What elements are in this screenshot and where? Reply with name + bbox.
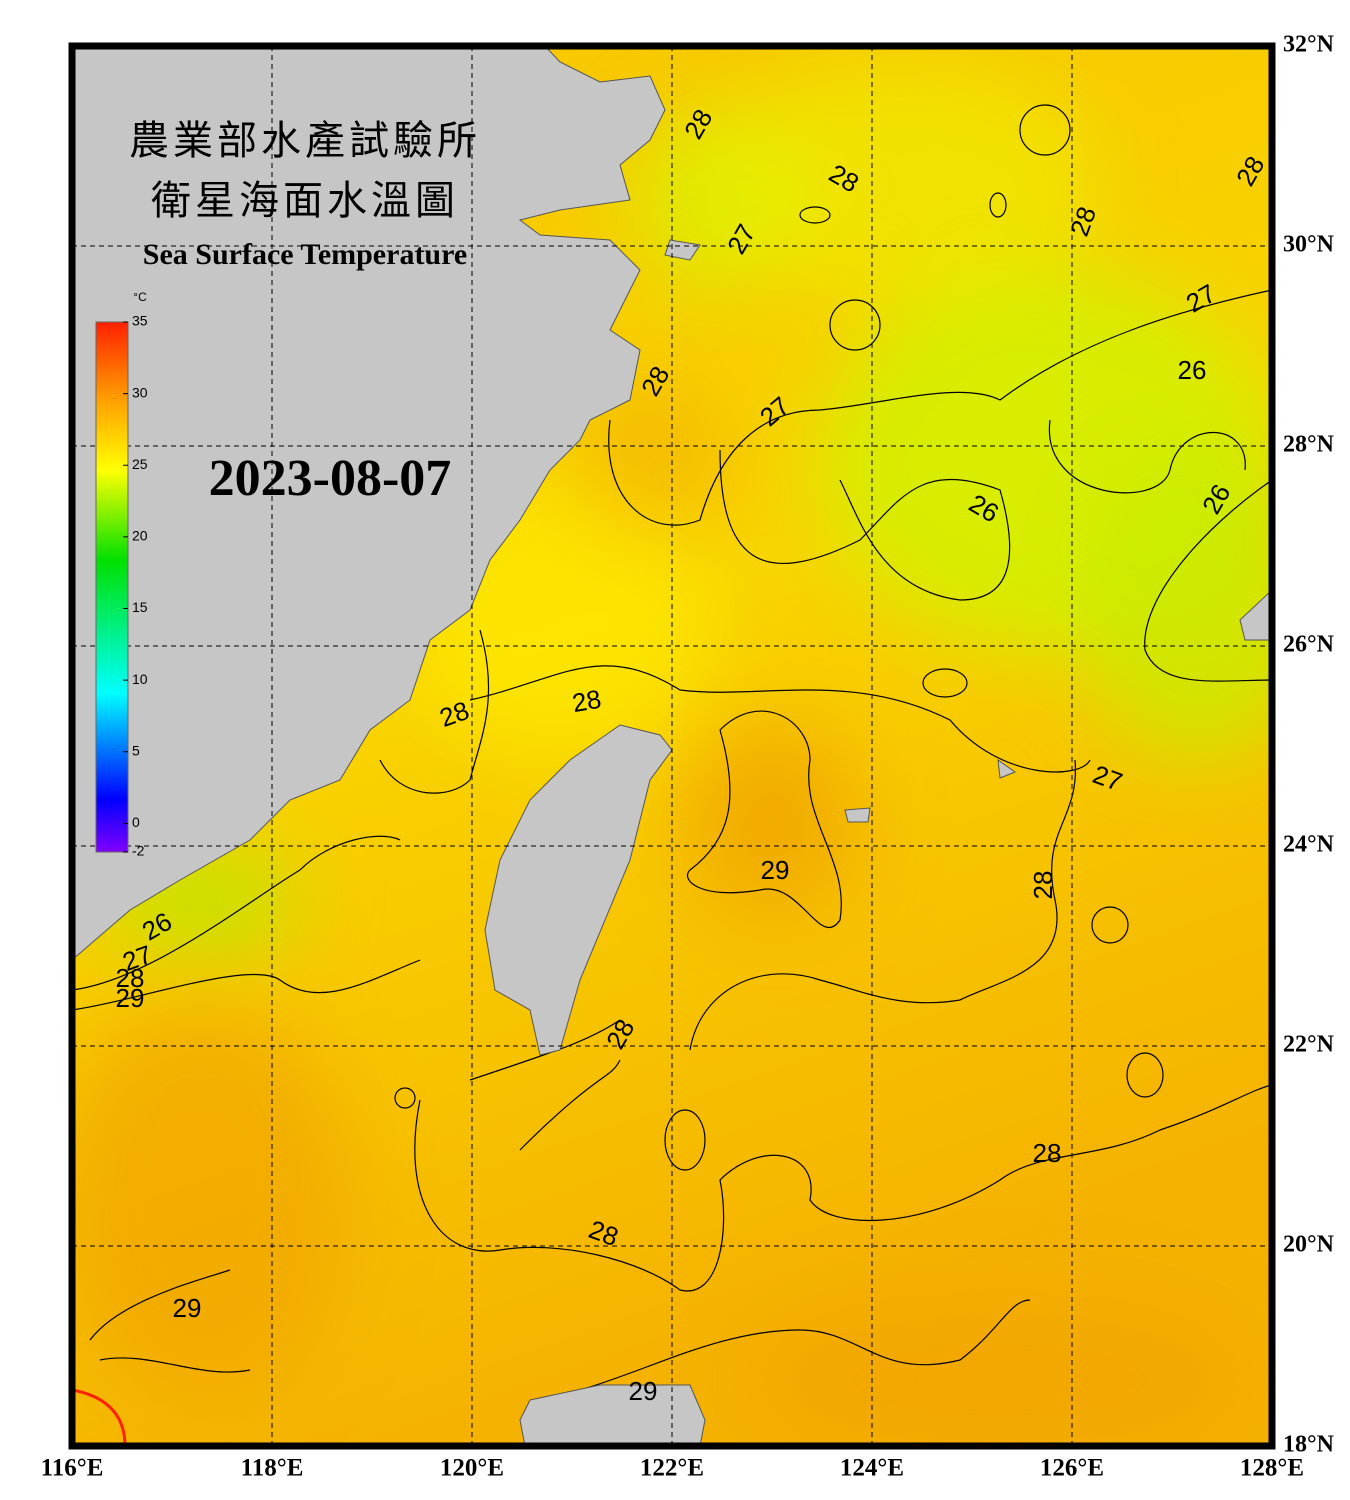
- lon-tick-label: 120°E: [440, 1455, 504, 1482]
- lat-tick-label: 26°N: [1283, 632, 1335, 658]
- colorbar-tick-label: 5: [132, 742, 140, 758]
- lon-tick-label: 122°E: [640, 1455, 704, 1482]
- colorbar-tick-label: 30: [132, 384, 148, 400]
- island: [844, 807, 871, 823]
- lat-tick-label: 28°N: [1283, 432, 1335, 458]
- map-area: [72, 46, 1272, 1446]
- lat-tick-label: 24°N: [1283, 832, 1335, 858]
- lat-tick-label: 32°N: [1283, 32, 1335, 58]
- island: [997, 758, 1017, 779]
- china-mainland: [72, 46, 666, 961]
- colorbar-unit: °C: [133, 290, 147, 304]
- contour-lines: [72, 104, 1272, 1391]
- luzon: [519, 1384, 706, 1446]
- lat-tick-label: 22°N: [1283, 1032, 1335, 1058]
- contour-label: 29: [761, 855, 790, 885]
- colorbar-tick-label: -2: [132, 843, 145, 859]
- contour-label: 28: [1028, 871, 1058, 900]
- colorbar-tick-label: 35: [132, 313, 148, 329]
- colorbar-tick-label: 15: [132, 599, 148, 615]
- title-line: 衛星海面水溫圖: [151, 178, 459, 223]
- contour-label: 28: [570, 684, 604, 719]
- contour-label: 29: [116, 983, 145, 1013]
- date: 2023-08-07: [209, 450, 452, 507]
- lon-tick-label: 124°E: [840, 1455, 904, 1482]
- contour-label: 28: [1033, 1138, 1062, 1168]
- lat-tick-label: 30°N: [1283, 232, 1335, 258]
- colorbar: [95, 321, 129, 853]
- lon-tick-label: 116°E: [41, 1455, 104, 1482]
- contour-label: 29: [629, 1376, 658, 1406]
- taiwan: [484, 724, 673, 1056]
- colorbar-tick-label: 25: [132, 456, 148, 472]
- land: [72, 46, 1272, 1446]
- contour-line: [72, 1388, 127, 1446]
- map-frame: [68, 42, 1276, 1450]
- lon-tick-label: 126°E: [1040, 1455, 1104, 1482]
- island: [1239, 589, 1272, 641]
- lat-tick-label: 20°N: [1283, 1232, 1335, 1258]
- colorbar-tick-label: 20: [132, 528, 148, 544]
- graticule: [72, 46, 1272, 1446]
- subtitle: Sea Surface Temperature: [143, 238, 467, 271]
- contour-label: 29: [173, 1293, 202, 1323]
- contour-label: 26: [1178, 355, 1207, 385]
- title-line: 農業部水產試驗所: [129, 118, 481, 163]
- contour-label: 28: [116, 963, 145, 993]
- colorbar-tick-label: 0: [132, 814, 140, 830]
- lat-tick-label: 18°N: [1283, 1432, 1335, 1458]
- lon-tick-label: 128°E: [1240, 1455, 1304, 1482]
- island: [664, 239, 701, 261]
- colorbar-tick-label: 10: [132, 671, 148, 687]
- lon-tick-label: 118°E: [241, 1455, 304, 1482]
